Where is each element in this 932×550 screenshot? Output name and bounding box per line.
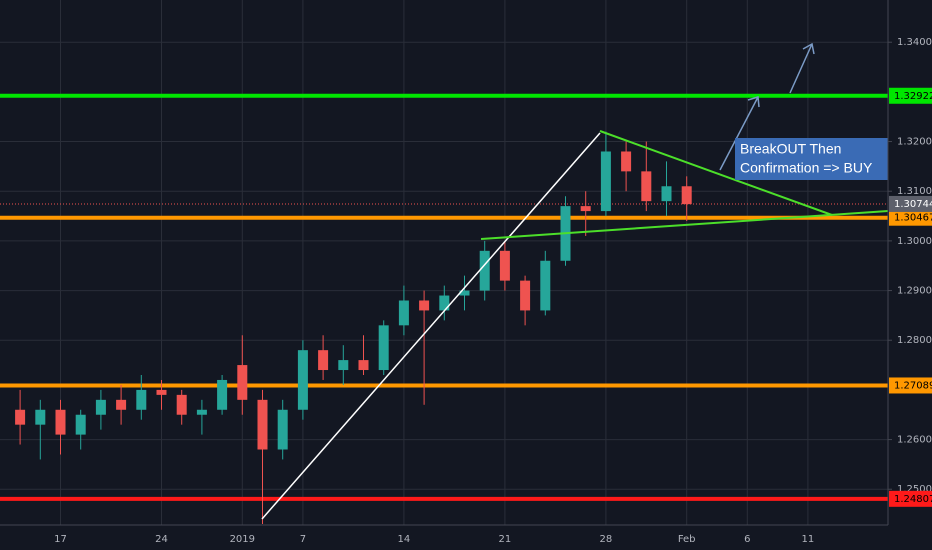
candle-body [580, 206, 591, 212]
axis-labels: 1.25000 1.26000 1.28000 1.29000 1.30000 1.310… [54, 37, 932, 545]
x-tick-label: 11 [802, 534, 815, 545]
x-tick-label: 7 [300, 534, 306, 545]
arrow [789, 43, 813, 94]
y-tick-label: 1.25000 [897, 484, 932, 495]
candle-body [338, 360, 349, 371]
y-tick-label: 1.30000 [897, 236, 932, 247]
level-label-box [889, 377, 932, 394]
level-label: 1.32922 [894, 91, 932, 102]
last-price-box [889, 195, 932, 212]
candle-body [600, 151, 611, 212]
candle-body [621, 151, 632, 172]
candle-body [277, 409, 288, 450]
x-tick-label: 17 [54, 534, 67, 545]
y-tick-label: 1.31000 [897, 186, 932, 197]
candle-body [459, 290, 470, 296]
level-label: 1.27089 [894, 380, 932, 391]
trend-line [261, 132, 601, 520]
candle-body [499, 250, 510, 281]
candle-body [318, 350, 329, 371]
candle-body [540, 260, 551, 311]
candle-body [35, 409, 46, 425]
x-tick-label: 6 [744, 534, 750, 545]
candle-body [196, 409, 207, 415]
x-tick-label: Feb [678, 534, 696, 545]
y-tick-label: 1.26000 [897, 435, 932, 446]
candle-body [55, 409, 66, 435]
y-tick-label: 1.34000 [897, 37, 932, 48]
level-label: 1.24807 [894, 494, 932, 505]
candle-body [378, 325, 389, 371]
x-tick-label: 21 [499, 534, 512, 545]
candle-body [681, 186, 692, 205]
annotation: BreakOUT Then [740, 141, 841, 157]
candle-body [15, 409, 26, 425]
candle-body [156, 389, 167, 395]
arrow-head [802, 42, 815, 55]
candle-body [116, 399, 127, 410]
level-label-box [889, 209, 932, 226]
x-tick-label: 24 [155, 534, 168, 545]
candle-body [95, 399, 106, 415]
candle-body [358, 360, 369, 371]
levels [0, 93, 888, 501]
candle-body [398, 300, 409, 326]
triangle-upper [599, 130, 833, 216]
annotation-box [735, 138, 888, 180]
candle-body [75, 414, 86, 435]
level-label-box [889, 490, 932, 507]
candle-body [479, 250, 490, 291]
candle-body [297, 350, 308, 410]
x-tick-label: 28 [600, 534, 613, 545]
arrow-head [747, 96, 760, 108]
candle-body [661, 186, 672, 202]
drawings: BreakOUT Then Confirmation => BUY [261, 42, 889, 520]
candle-body [217, 379, 228, 410]
y-tick-label: 1.29000 [897, 286, 932, 297]
candle-body [257, 399, 268, 450]
x-tick-label: 2019 [230, 534, 255, 545]
y-tick-label: 1.32000 [897, 137, 932, 148]
candle-body [419, 300, 430, 311]
arrow [719, 96, 759, 171]
x-tick-label: 14 [398, 534, 411, 545]
level-label: 1.30467 [894, 213, 932, 224]
candle-body [641, 171, 652, 202]
y-tick-label: 1.28000 [897, 335, 932, 346]
candle-body [176, 394, 187, 415]
triangle-lower [480, 210, 889, 240]
candle-body [439, 295, 450, 311]
level-label-box [889, 87, 932, 104]
candle-body [136, 389, 147, 410]
last-price-label: 1.30744 [894, 199, 932, 210]
candle-body [237, 365, 248, 400]
annotation: Confirmation => BUY [740, 160, 873, 176]
candle-body [520, 280, 531, 311]
